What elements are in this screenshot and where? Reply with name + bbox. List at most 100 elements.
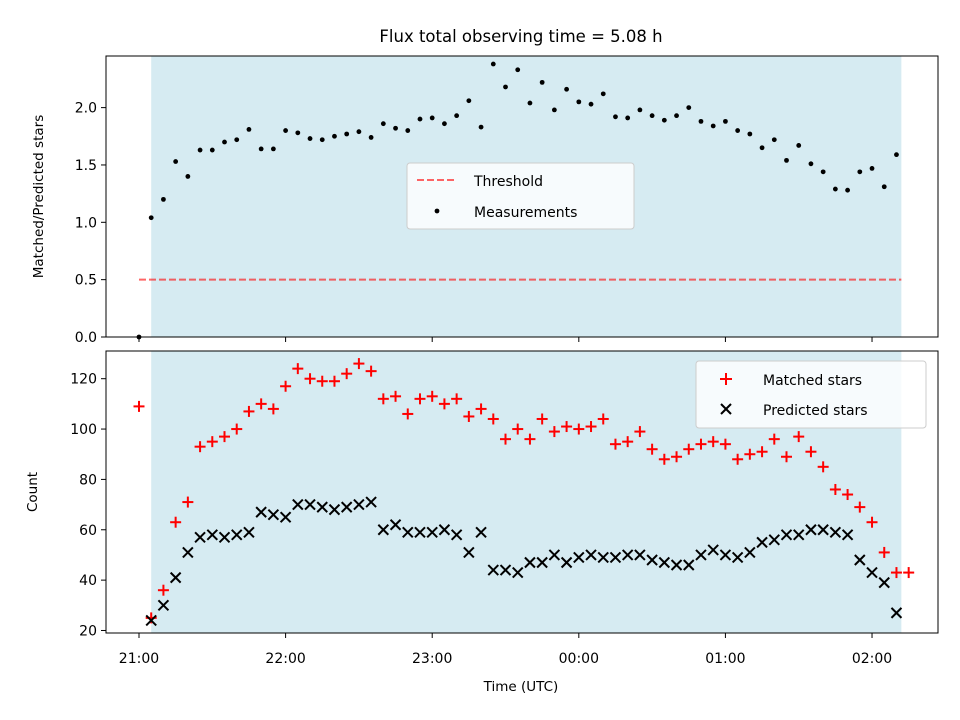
measurement-point [759, 145, 765, 151]
measurement-point [503, 84, 508, 90]
measurement-point [539, 79, 545, 85]
measurement-point [661, 117, 667, 123]
matched-star-point [609, 438, 621, 450]
legend-threshold-label: Threshold [473, 174, 543, 190]
measurement-point [368, 135, 374, 140]
matched-star-point [585, 421, 597, 433]
predicted-star-point [768, 534, 780, 546]
predicted-star-point [267, 508, 280, 521]
matched-star-point [597, 413, 609, 425]
matched-star-point [536, 413, 548, 425]
measurement-point [710, 123, 716, 129]
predicted-star-point [805, 524, 817, 536]
predicted-star-point [438, 524, 451, 536]
measurement-point [832, 186, 838, 192]
matched-star-point [732, 453, 744, 465]
matched-star-point [573, 423, 585, 435]
measurement-point [454, 113, 460, 119]
predicted-star-point [340, 501, 353, 513]
measurement-point [576, 99, 582, 105]
measurement-point [197, 147, 203, 153]
y-tick-label: 0.5 [75, 273, 97, 289]
measurement-point [442, 121, 447, 127]
matched-stars-points [133, 358, 915, 624]
predicted-star-point [780, 529, 793, 541]
matched-star-point [878, 546, 890, 558]
measurement-point [600, 91, 606, 97]
measurement-point [173, 159, 179, 164]
legend-predicted-label: Predicted stars [763, 403, 868, 419]
measurement-point [796, 143, 802, 148]
legend-measurement-label: Measurements [474, 205, 577, 221]
legend-matched-label: Matched stars [763, 373, 862, 389]
matched-star-point [426, 390, 438, 402]
matched-star-point [890, 567, 902, 579]
predicted-star-point [365, 496, 377, 508]
predicted-star-point [414, 526, 426, 538]
measurement-point [613, 114, 618, 120]
measurement-point [319, 137, 325, 143]
predicted-stars-points [145, 496, 903, 627]
predicted-star-point [292, 498, 304, 511]
measurement-point [234, 137, 240, 143]
predicted-star-point [536, 556, 548, 569]
matched-star-point [316, 375, 328, 387]
predicted-star-point [450, 529, 463, 541]
measurement-point [588, 101, 594, 107]
matched-star-point [695, 438, 707, 450]
measurement-point [356, 129, 362, 135]
top-panel: 0.00.51.01.52.0 Matched/Predicted stars … [31, 55, 939, 346]
predicted-star-point [145, 614, 157, 627]
measurement-point [148, 215, 154, 221]
matched-star-point [414, 393, 426, 405]
matched-star-point [842, 489, 854, 501]
matched-star-point [548, 426, 560, 438]
matched-star-point [255, 398, 267, 410]
matched-star-point [267, 403, 279, 415]
measurement-point [527, 100, 533, 106]
measurement-point [246, 127, 252, 132]
y-tick-label: 2.0 [75, 101, 97, 117]
measurement-point [161, 196, 166, 202]
matched-star-point [377, 393, 389, 405]
measurement-point [808, 161, 814, 167]
matched-star-point [353, 358, 365, 370]
matched-star-point [475, 403, 487, 415]
predicted-star-point [499, 564, 512, 576]
matched-star-point [206, 436, 218, 448]
predicted-star-point [487, 564, 499, 576]
measurement-point [723, 118, 728, 124]
bottom-x-axis: 21:00 22:00 23:00 00:00 01:00 02:00 [119, 633, 892, 667]
bottom-legend-box [695, 360, 927, 429]
predicted-star-point [670, 559, 683, 571]
matched-star-point [438, 398, 450, 410]
predicted-star-point [707, 544, 719, 556]
predicted-star-point [793, 529, 805, 541]
bottom-legend: Matched stars Predicted stars [695, 360, 927, 429]
predicted-star-point [182, 546, 194, 559]
predicted-star-point [866, 566, 878, 579]
y-tick-label: 1.0 [75, 215, 97, 231]
predicted-star-point [890, 607, 903, 619]
predicted-star-point [646, 554, 658, 566]
predicted-star-point [756, 536, 768, 549]
x-tick-label: 23:00 [412, 651, 452, 667]
measurement-point [784, 157, 789, 163]
predicted-star-point [475, 526, 487, 538]
measurement-point [881, 184, 887, 190]
matched-star-point [182, 496, 194, 508]
top-legend-box [406, 162, 635, 230]
x-tick-label: 22:00 [265, 651, 305, 667]
legend-matched-swatch [720, 373, 732, 385]
predicted-star-point [731, 551, 744, 564]
matched-star-point [463, 410, 475, 422]
y-tick-label: 80 [79, 472, 97, 488]
top-y-axis: 0.0 0.5 1.0 1.5 2.0 [75, 101, 106, 346]
chart-title: Flux total observing time = 5.08 h [379, 27, 662, 46]
predicted-star-point [206, 529, 218, 541]
predicted-star-point [512, 566, 524, 579]
measurement-point [698, 118, 704, 124]
predicted-star-point [634, 549, 646, 561]
measurement-point [478, 124, 484, 130]
matched-star-point [402, 408, 414, 420]
